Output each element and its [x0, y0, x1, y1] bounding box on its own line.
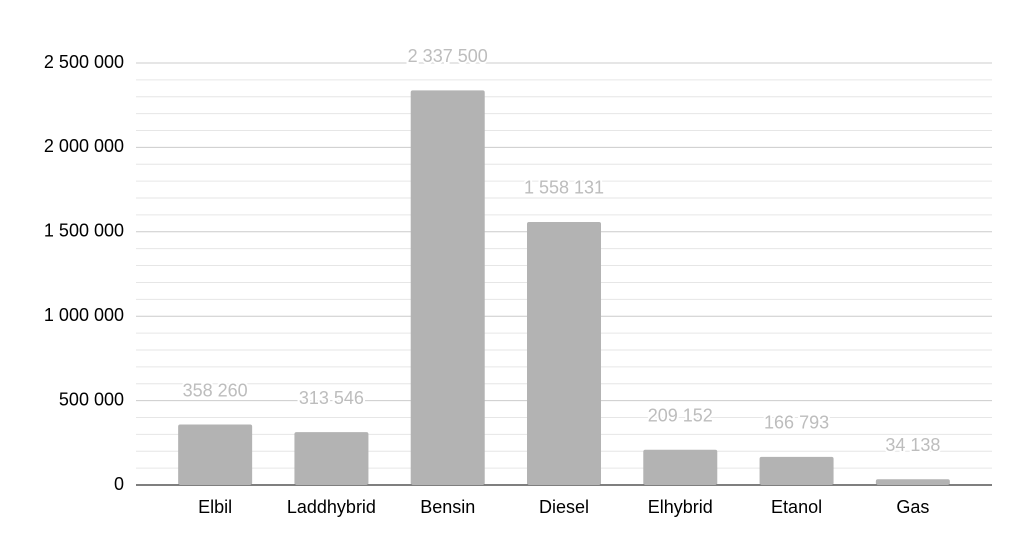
- x-tick-label: Elhybrid: [648, 497, 713, 517]
- value-label: 313 546: [299, 388, 364, 408]
- x-tick-label: Diesel: [539, 497, 589, 517]
- value-label: 209 152: [648, 405, 713, 425]
- bar: [294, 432, 369, 485]
- bar: [875, 479, 950, 485]
- y-tick-label: 2 000 000: [44, 136, 124, 156]
- bar: [178, 424, 253, 485]
- y-tick-label: 2 500 000: [44, 52, 124, 72]
- y-tick-label: 1 500 000: [44, 221, 124, 241]
- bar: [643, 449, 718, 485]
- x-tick-label: Etanol: [771, 497, 822, 517]
- x-tick-label: Laddhybrid: [287, 497, 376, 517]
- y-tick-label: 0: [114, 474, 124, 494]
- bar: [410, 90, 485, 486]
- y-tick-label: 500 000: [59, 389, 124, 409]
- value-label: 358 260: [183, 380, 248, 400]
- value-label: 34 138: [885, 435, 940, 455]
- x-tick-label: Bensin: [420, 497, 475, 517]
- value-label: 166 793: [764, 413, 829, 433]
- value-label: 1 558 131: [524, 178, 604, 198]
- bar: [759, 456, 834, 485]
- value-label: 2 337 500: [408, 46, 488, 66]
- x-tick-label: Elbil: [198, 497, 232, 517]
- bar: [527, 221, 601, 485]
- y-tick-label: 1 000 000: [44, 305, 124, 325]
- x-tick-label: Gas: [896, 497, 929, 517]
